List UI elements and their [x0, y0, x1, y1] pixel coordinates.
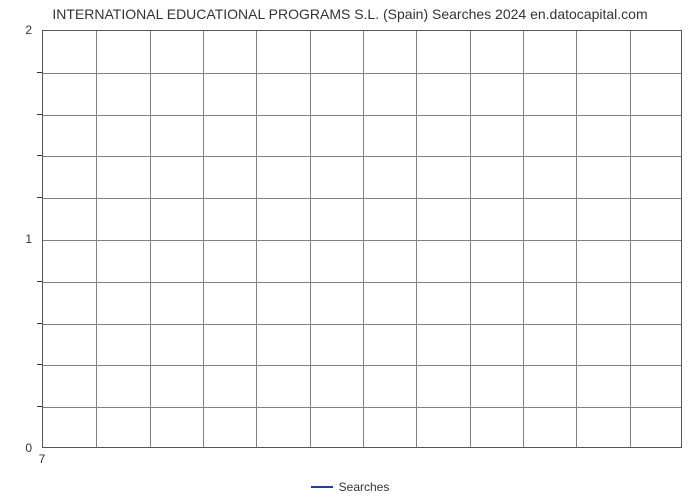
y-tick-label: 1 — [0, 232, 32, 246]
y-tick-label: 2 — [0, 23, 32, 37]
y-minor-tick — [37, 155, 42, 156]
gridline-vertical — [256, 31, 257, 447]
gridline-horizontal — [43, 407, 681, 408]
gridline-vertical — [416, 31, 417, 447]
legend: Searches — [0, 479, 700, 494]
gridline-vertical — [203, 31, 204, 447]
gridline-horizontal — [43, 240, 681, 241]
y-minor-tick — [37, 281, 42, 282]
x-tick-label: 7 — [39, 452, 46, 466]
y-minor-tick — [37, 114, 42, 115]
gridline-horizontal — [43, 324, 681, 325]
gridline-horizontal — [43, 156, 681, 157]
gridline-vertical — [96, 31, 97, 447]
gridline-vertical — [470, 31, 471, 447]
gridline-vertical — [576, 31, 577, 447]
gridline-horizontal — [43, 198, 681, 199]
gridline-vertical — [310, 31, 311, 447]
y-minor-tick — [37, 406, 42, 407]
y-minor-tick — [37, 364, 42, 365]
gridline-horizontal — [43, 282, 681, 283]
gridline-horizontal — [43, 73, 681, 74]
legend-label-searches: Searches — [339, 480, 390, 494]
y-minor-tick — [37, 323, 42, 324]
y-minor-tick — [37, 197, 42, 198]
gridline-vertical — [150, 31, 151, 447]
y-minor-tick — [37, 72, 42, 73]
chart-title: INTERNATIONAL EDUCATIONAL PROGRAMS S.L. … — [0, 6, 700, 22]
gridline-horizontal — [43, 115, 681, 116]
gridline-vertical — [630, 31, 631, 447]
gridline-vertical — [523, 31, 524, 447]
gridline-horizontal — [43, 365, 681, 366]
gridline-vertical — [363, 31, 364, 447]
legend-swatch-searches — [311, 486, 333, 488]
y-tick-label: 0 — [0, 441, 32, 455]
plot-area — [42, 30, 682, 448]
